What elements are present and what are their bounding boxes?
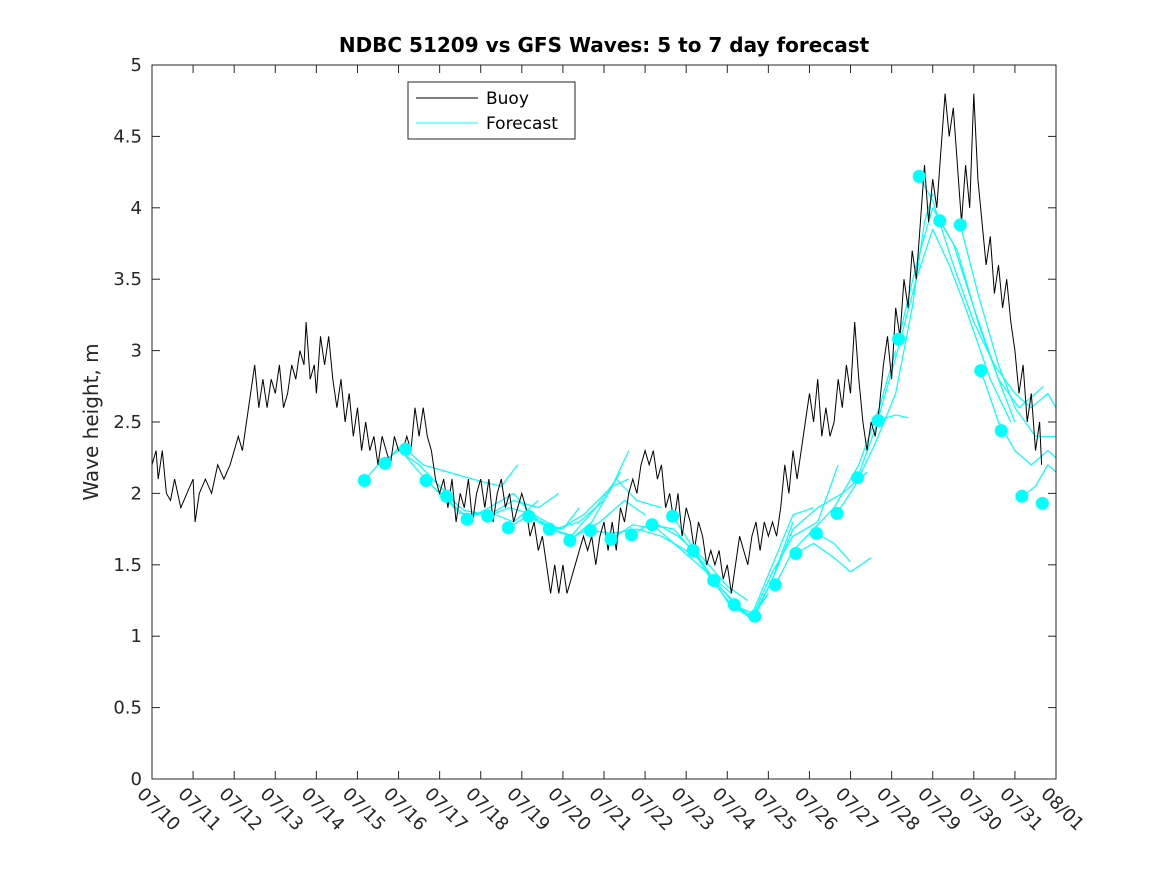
y-tick-label: 4 bbox=[131, 198, 142, 219]
x-tick-label: 07/23 bbox=[667, 784, 719, 836]
chart-title: NDBC 51209 vs GFS Waves: 5 to 7 day fore… bbox=[339, 33, 870, 57]
forecast-run-2 bbox=[405, 448, 519, 487]
forecast-point-21 bbox=[789, 546, 803, 560]
x-tick-label: 07/15 bbox=[338, 784, 390, 836]
forecast-point-16 bbox=[686, 544, 700, 557]
forecast-point-27 bbox=[912, 169, 926, 183]
x-tick-label: 07/24 bbox=[708, 784, 760, 836]
forecast-point-12 bbox=[604, 532, 618, 546]
forecast-point-33 bbox=[1035, 496, 1049, 510]
y-tick-label: 2.5 bbox=[113, 412, 142, 433]
y-tick-label: 0.5 bbox=[113, 698, 142, 719]
forecast-run-23 bbox=[836, 193, 934, 514]
legend-entry-buoy: Buoy bbox=[486, 89, 529, 109]
forecast-point-6 bbox=[481, 509, 495, 523]
forecast-point-30 bbox=[974, 364, 988, 378]
forecast-point-28 bbox=[933, 214, 947, 228]
buoy-series-line bbox=[151, 93, 1043, 594]
forecast-point-17 bbox=[707, 574, 721, 587]
legend-box bbox=[407, 81, 576, 140]
forecast-point-3 bbox=[419, 474, 433, 487]
x-tick-label: 07/17 bbox=[420, 784, 472, 836]
x-tick-label: 07/11 bbox=[174, 784, 226, 836]
x-tick-label: 07/13 bbox=[256, 784, 308, 836]
legend: Buoy Forecast bbox=[407, 81, 576, 140]
forecast-point-18 bbox=[727, 598, 741, 612]
forecast-point-24 bbox=[851, 471, 864, 485]
forecast-dots bbox=[357, 169, 1049, 623]
forecast-point-7 bbox=[501, 521, 515, 535]
forecast-point-0 bbox=[357, 474, 371, 487]
forecast-point-14 bbox=[645, 518, 659, 532]
forecast-point-8 bbox=[522, 509, 536, 523]
forecast-point-10 bbox=[563, 534, 577, 547]
x-tick-label: 08/01 bbox=[1036, 784, 1088, 836]
x-tick-label: 07/22 bbox=[626, 784, 678, 836]
forecast-point-9 bbox=[542, 522, 556, 536]
forecast-run-29 bbox=[959, 224, 1056, 437]
forecast-run-0 bbox=[363, 450, 461, 509]
forecast-run-21 bbox=[795, 542, 872, 573]
y-tick-label: 1 bbox=[131, 626, 142, 647]
forecast-point-15 bbox=[666, 509, 680, 523]
x-tick-label: 07/19 bbox=[502, 784, 554, 836]
x-tick-label: 07/14 bbox=[297, 784, 349, 836]
plot-background bbox=[152, 65, 1056, 779]
forecast-point-23 bbox=[830, 506, 844, 520]
y-tick-label: 0 bbox=[131, 769, 142, 790]
y-tick-label: 4.5 bbox=[113, 126, 142, 147]
forecast-point-26 bbox=[892, 332, 906, 346]
x-tick-label: 07/16 bbox=[379, 784, 431, 836]
x-tick-label: 07/12 bbox=[215, 784, 267, 836]
forecast-point-4 bbox=[440, 489, 454, 503]
forecast-point-29 bbox=[953, 218, 967, 232]
forecast-point-22 bbox=[809, 526, 823, 540]
x-tick-label: 07/30 bbox=[954, 784, 1006, 836]
y-axis-label: Wave height, m bbox=[79, 343, 103, 500]
forecast-run-22 bbox=[816, 532, 851, 563]
forecast-run-24 bbox=[856, 228, 1012, 478]
y-tick-label: 1.5 bbox=[113, 555, 142, 576]
forecast-point-5 bbox=[460, 512, 474, 526]
forecast-run-30 bbox=[980, 370, 1057, 466]
forecast-point-31 bbox=[994, 424, 1008, 438]
x-tick-label: 07/21 bbox=[584, 784, 636, 836]
y-tick-label: 3.5 bbox=[113, 269, 142, 290]
forecast-run-31 bbox=[1021, 464, 1057, 497]
x-tick-label: 07/27 bbox=[831, 784, 883, 836]
plot-area bbox=[152, 65, 1056, 779]
forecast-point-25 bbox=[871, 414, 885, 428]
x-tick-label: 07/31 bbox=[995, 784, 1047, 836]
forecast-point-11 bbox=[583, 524, 597, 537]
forecast-point-32 bbox=[1015, 489, 1029, 503]
y-tick-label: 5 bbox=[131, 55, 142, 76]
x-tick-label: 07/20 bbox=[543, 784, 595, 836]
forecast-point-19 bbox=[748, 609, 762, 623]
forecast-point-13 bbox=[625, 528, 638, 542]
x-tick-label: 07/25 bbox=[749, 784, 801, 836]
forecast-run-28 bbox=[939, 220, 1045, 409]
x-tick-label: 07/10 bbox=[132, 784, 184, 836]
forecast-point-2 bbox=[399, 442, 412, 456]
x-tick-label: 07/18 bbox=[461, 784, 513, 836]
buoy-line bbox=[151, 93, 1043, 594]
forecast-run-10 bbox=[569, 450, 630, 541]
forecast-point-1 bbox=[378, 456, 392, 470]
x-tick-label: 07/29 bbox=[913, 784, 965, 836]
forecast-run-4 bbox=[446, 492, 560, 516]
x-tick-label: 07/26 bbox=[790, 784, 842, 836]
x-tick-label: 07/28 bbox=[872, 784, 924, 836]
y-tick-label: 2 bbox=[131, 483, 142, 504]
y-tick-label: 3 bbox=[131, 341, 142, 362]
legend-entry-forecast: Forecast bbox=[486, 114, 558, 134]
forecast-point-20 bbox=[768, 578, 782, 592]
